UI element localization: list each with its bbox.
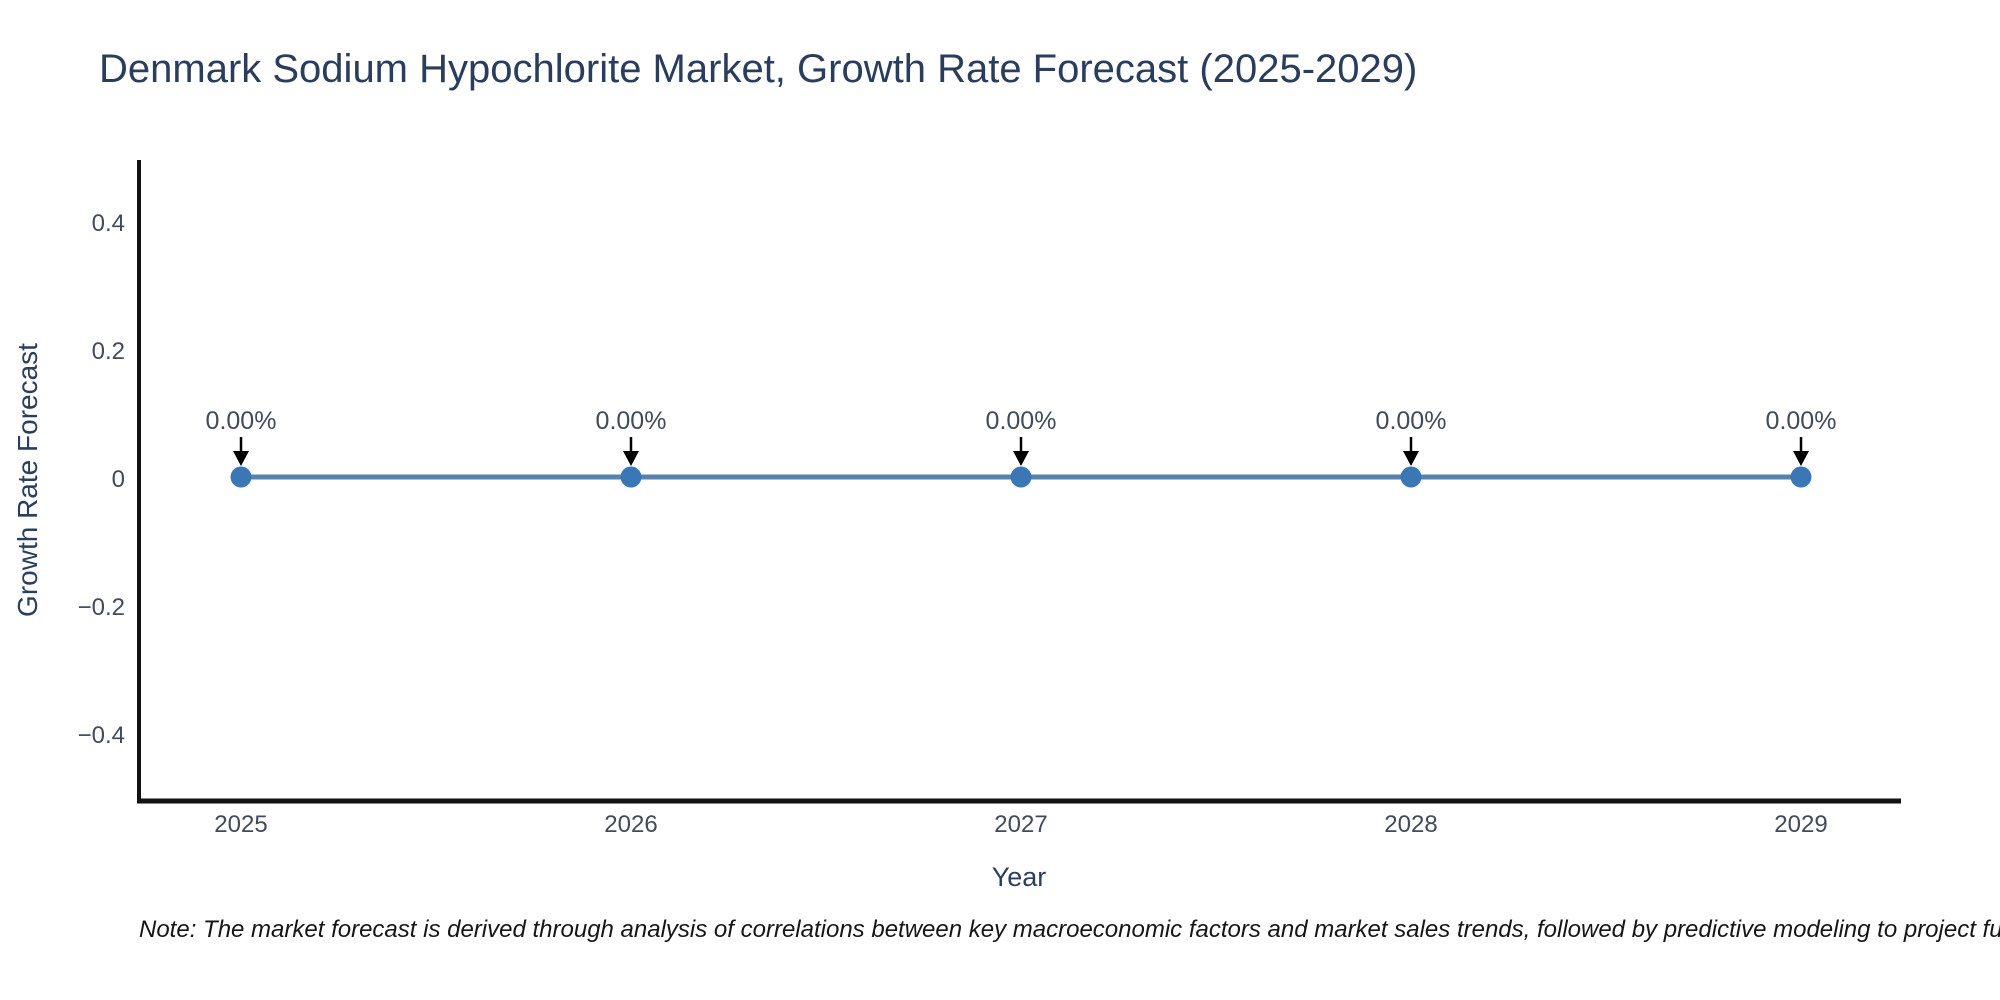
y-tick-label: 0.4 xyxy=(91,210,125,237)
x-tick-label: 2026 xyxy=(604,811,658,838)
y-tick-label: −0.4 xyxy=(77,722,125,749)
annotation-arrow-2028 xyxy=(1403,437,1419,466)
point-value-label: 0.00% xyxy=(205,407,277,435)
y-tick-label: 0 xyxy=(111,466,125,493)
annotation-arrow-2027 xyxy=(1013,437,1029,466)
footnote: Note: The market forecast is derived thr… xyxy=(139,916,2000,943)
point-value-label: 0.00% xyxy=(1375,407,1447,435)
x-tick-label: 2025 xyxy=(214,811,268,838)
y-tick-label: 0.2 xyxy=(91,338,125,365)
data-point-2029 xyxy=(1790,466,1812,488)
point-value-label: 0.00% xyxy=(985,407,1057,435)
x-tick-label: 2027 xyxy=(994,811,1048,838)
chart-title: Denmark Sodium Hypochlorite Market, Grow… xyxy=(99,47,1418,91)
data-point-2026 xyxy=(620,466,642,488)
x-tick-label: 2029 xyxy=(1774,811,1828,838)
y-tick-label: −0.2 xyxy=(77,594,125,621)
point-value-label: 0.00% xyxy=(1765,407,1837,435)
data-point-2028 xyxy=(1400,466,1422,488)
data-point-2025 xyxy=(230,466,252,488)
x-tick-label: 2028 xyxy=(1384,811,1438,838)
annotation-arrow-2026 xyxy=(623,437,639,466)
annotation-arrow-2025 xyxy=(233,437,249,466)
point-value-label: 0.00% xyxy=(595,407,667,435)
x-axis-title: Year xyxy=(991,862,1047,892)
annotation-arrow-2029 xyxy=(1793,437,1809,466)
y-axis-title: Growth Rate Forecast xyxy=(12,343,43,617)
data-point-2027 xyxy=(1010,466,1032,488)
